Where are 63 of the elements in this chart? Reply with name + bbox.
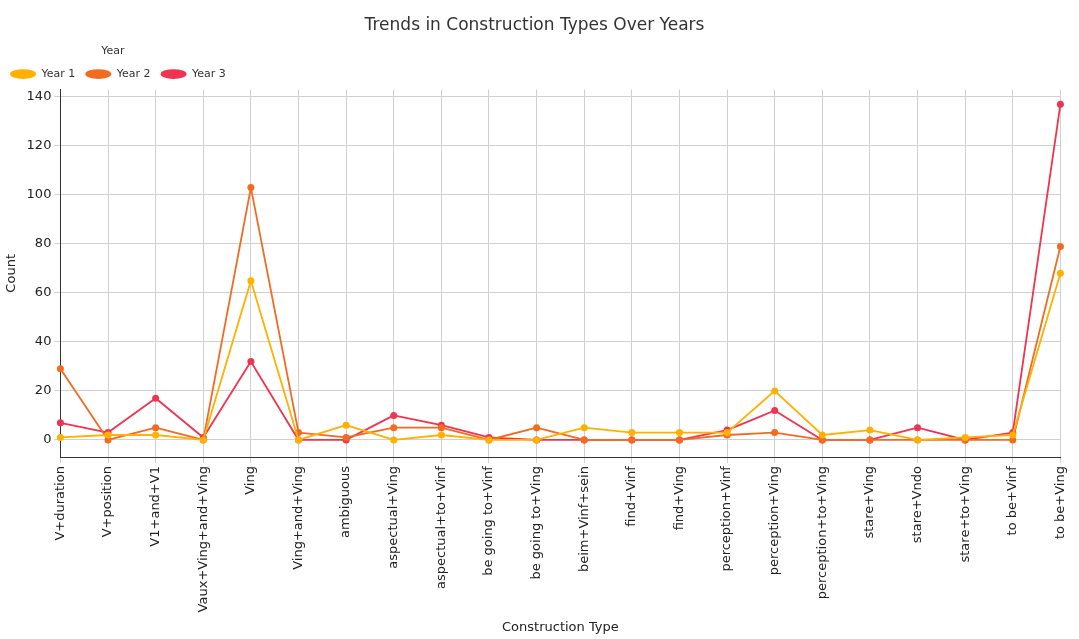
x-tick-label: find+Vinf — [623, 465, 639, 527]
x-tick-label: V+position — [99, 466, 115, 538]
x-tick-label: be going to+Vinf — [480, 465, 496, 576]
point — [1056, 100, 1064, 108]
y-tick-label: 140 — [26, 88, 52, 104]
point — [390, 436, 398, 444]
point — [152, 394, 160, 402]
y-tick-label: 120 — [26, 137, 52, 153]
point — [1056, 269, 1064, 277]
point — [771, 407, 779, 415]
x-tick-label: Vaux+Ving+and+Ving — [194, 466, 210, 613]
point — [390, 411, 398, 419]
x-tick-label: Ving — [242, 466, 258, 495]
y-tick-label: 100 — [26, 186, 52, 202]
x-tick-label: aspectual+Ving — [385, 466, 401, 569]
x-tick-label: to be+Vinf — [1004, 465, 1020, 536]
x-tick-label: aspectual+to+Vinf — [432, 465, 448, 589]
y-axis-title: Count — [3, 254, 19, 293]
x-tick-label: stare+Vndo — [908, 466, 924, 544]
y-tick-label: 60 — [34, 284, 52, 300]
y-tick-label: 20 — [34, 382, 52, 398]
x-axis-title: Construction Type — [502, 618, 619, 634]
point — [247, 358, 255, 366]
point — [152, 424, 160, 432]
point — [390, 424, 398, 432]
point — [247, 184, 255, 192]
x-tick-label: perception+Ving — [766, 466, 782, 576]
point — [342, 421, 350, 429]
point — [628, 429, 636, 437]
point — [818, 431, 826, 439]
point — [152, 431, 160, 439]
y-tick-label: 80 — [34, 235, 52, 251]
point — [1056, 242, 1064, 250]
point — [771, 387, 779, 395]
legend-label: Year 3 — [191, 66, 226, 80]
x-tick-label: be going to+Ving — [527, 466, 543, 580]
x-tick-label: stare+to+Ving — [956, 466, 972, 563]
point — [533, 424, 541, 432]
legend-label: Year 1 — [40, 66, 76, 80]
x-tick-label: perception+Vinf — [718, 465, 734, 572]
x-tick-label: stare+Ving — [861, 466, 877, 539]
point — [247, 277, 255, 285]
point — [866, 426, 874, 434]
point — [914, 424, 922, 432]
x-tick-label: ambiguous — [337, 465, 353, 539]
point — [56, 365, 64, 373]
legend-title: Year — [100, 43, 126, 57]
y-tick-label: 40 — [34, 333, 52, 349]
legend-label: Year 2 — [115, 66, 151, 80]
point — [675, 429, 683, 437]
point — [580, 424, 588, 432]
y-tick-label: 0 — [43, 431, 52, 447]
x-tick-label: to be+Ving — [1051, 466, 1067, 540]
x-tick-label: find+Ving — [670, 466, 686, 531]
x-tick-label: Ving+and+Ving — [289, 466, 305, 570]
point — [56, 419, 64, 427]
x-tick-label: V+duration — [51, 466, 67, 541]
x-tick-label: beim+Vinf+sein — [575, 466, 591, 573]
point — [437, 431, 445, 439]
x-tick-label: perception+to+Ving — [813, 466, 829, 600]
point — [771, 429, 779, 437]
chart-title: Trends in Construction Types Over Years — [363, 13, 705, 34]
x-tick-label: V1+and+V1 — [147, 466, 163, 547]
